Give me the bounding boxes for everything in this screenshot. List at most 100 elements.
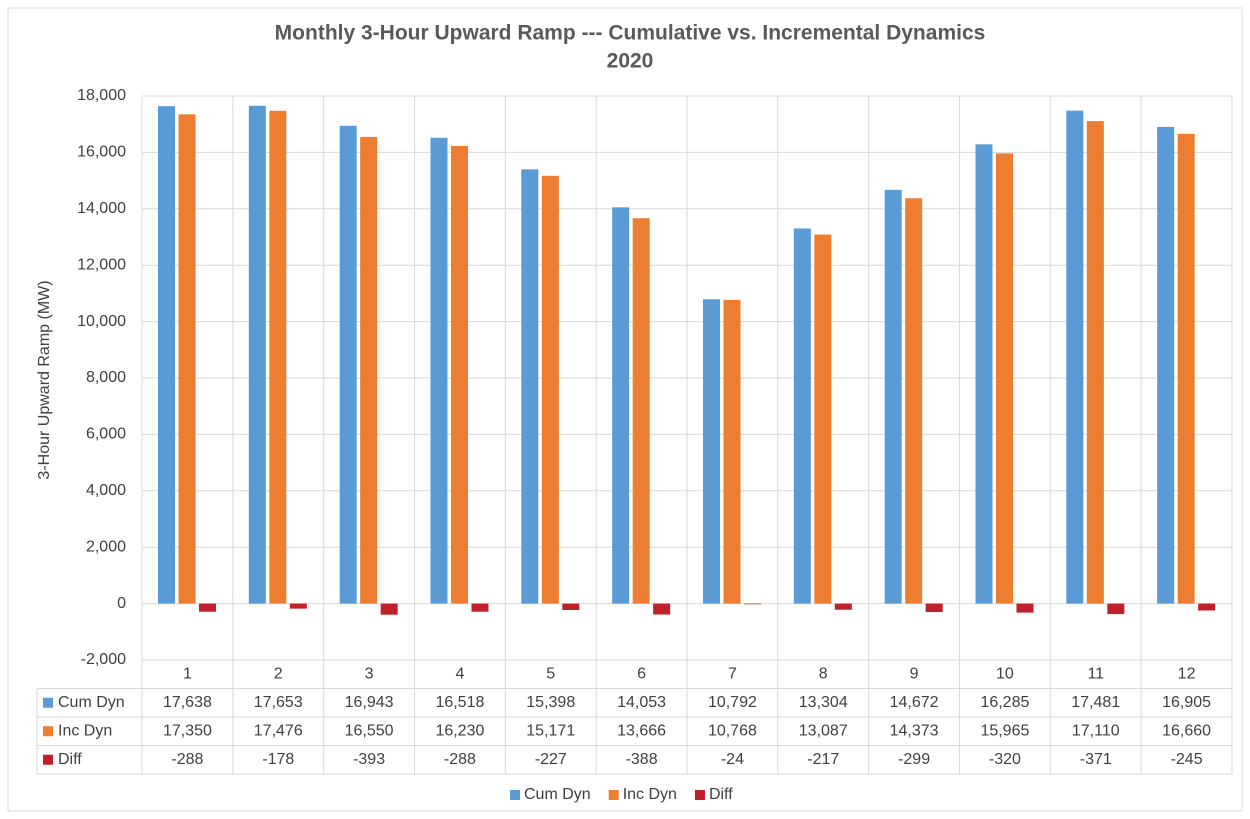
table-value: 15,965 bbox=[980, 722, 1029, 739]
bar bbox=[612, 207, 630, 604]
table-value: 13,666 bbox=[617, 722, 666, 739]
table-series-name: Cum Dyn bbox=[58, 694, 125, 711]
y-tick-label: 18,000 bbox=[77, 87, 126, 104]
bar bbox=[1016, 603, 1034, 613]
table-legend-key bbox=[43, 726, 53, 737]
bar bbox=[925, 603, 943, 613]
table-value: -227 bbox=[535, 751, 567, 768]
x-tick-label: 1 bbox=[183, 665, 192, 682]
table-value: -178 bbox=[262, 751, 294, 768]
bar bbox=[562, 603, 580, 611]
x-tick-label: 2 bbox=[274, 665, 283, 682]
table-value: 17,481 bbox=[1071, 694, 1120, 711]
table-value: 14,373 bbox=[890, 722, 939, 739]
chart-border bbox=[7, 7, 1243, 812]
table-value: 17,350 bbox=[163, 722, 212, 739]
bar bbox=[451, 145, 468, 604]
y-tick-label: 2,000 bbox=[86, 538, 126, 555]
table-value: 13,304 bbox=[799, 694, 848, 711]
y-tick-label: 8,000 bbox=[86, 369, 126, 386]
bar bbox=[430, 137, 448, 604]
legend-key bbox=[608, 790, 619, 800]
bar bbox=[744, 603, 761, 605]
table-value: 17,638 bbox=[163, 694, 212, 711]
y-tick-label: 12,000 bbox=[77, 256, 126, 273]
bar bbox=[269, 110, 287, 604]
bar bbox=[521, 169, 539, 604]
y-tick-label: 4,000 bbox=[86, 482, 126, 499]
table-value: 13,087 bbox=[799, 722, 848, 739]
table-value: 16,518 bbox=[435, 694, 484, 711]
bar bbox=[339, 125, 357, 604]
bar bbox=[471, 603, 489, 612]
table-value: -393 bbox=[353, 751, 385, 768]
legend-label: Inc Dyn bbox=[623, 786, 677, 803]
x-tick-label: 10 bbox=[996, 665, 1014, 682]
bar bbox=[834, 603, 852, 610]
table-value: 16,905 bbox=[1162, 694, 1211, 711]
x-tick-label: 4 bbox=[455, 665, 464, 682]
bar bbox=[289, 603, 307, 609]
y-tick-label: 10,000 bbox=[77, 313, 126, 330]
bar bbox=[248, 105, 266, 604]
table-value: -245 bbox=[1171, 751, 1203, 768]
chart-subtitle: 2020 bbox=[607, 50, 654, 73]
table-value: -24 bbox=[721, 751, 744, 768]
table-value: 16,550 bbox=[345, 722, 394, 739]
table-value: 17,110 bbox=[1072, 722, 1120, 739]
table-value: 10,792 bbox=[708, 694, 757, 711]
legend-label: Diff bbox=[709, 786, 733, 803]
bar bbox=[1157, 126, 1175, 604]
bar bbox=[1177, 133, 1195, 604]
table-value: -288 bbox=[444, 751, 476, 768]
x-tick-label: 12 bbox=[1178, 665, 1196, 682]
legend-key bbox=[510, 790, 520, 800]
table-value: -217 bbox=[807, 751, 839, 768]
table-value: -299 bbox=[898, 751, 930, 768]
x-tick-label: 3 bbox=[365, 665, 374, 682]
table-value: -371 bbox=[1080, 751, 1112, 768]
x-tick-label: 6 bbox=[637, 665, 646, 682]
bar bbox=[703, 299, 720, 604]
x-tick-label: 5 bbox=[546, 665, 555, 682]
chart-title: Monthly 3-Hour Upward Ramp --- Cumulativ… bbox=[275, 22, 986, 45]
bar bbox=[653, 603, 671, 615]
bar bbox=[541, 175, 559, 604]
table-series-name: Inc Dyn bbox=[58, 722, 112, 739]
bar bbox=[632, 218, 650, 604]
table-value: 15,398 bbox=[526, 694, 575, 711]
table-legend-key bbox=[43, 697, 53, 708]
x-tick-label: 11 bbox=[1087, 665, 1104, 682]
table-value: 10,768 bbox=[708, 722, 757, 739]
bar bbox=[199, 603, 216, 612]
x-tick-label: 7 bbox=[728, 665, 737, 682]
x-tick-label: 8 bbox=[819, 665, 828, 682]
y-tick-label: 16,000 bbox=[77, 144, 126, 161]
bar bbox=[996, 153, 1013, 604]
table-legend-key bbox=[43, 754, 53, 765]
x-tick-label: 9 bbox=[910, 665, 919, 682]
table-value: 15,171 bbox=[526, 722, 575, 739]
legend-label: Cum Dyn bbox=[524, 786, 591, 803]
table-value: -320 bbox=[989, 751, 1021, 768]
table-value: 16,943 bbox=[345, 694, 394, 711]
bar bbox=[1107, 603, 1125, 615]
y-tick-label: 6,000 bbox=[86, 426, 126, 443]
y-tick-label: 0 bbox=[117, 595, 126, 612]
bar bbox=[1086, 121, 1104, 604]
table-value: 16,660 bbox=[1162, 722, 1211, 739]
bar bbox=[884, 189, 902, 604]
y-tick-label: 14,000 bbox=[77, 200, 126, 217]
bar bbox=[380, 603, 398, 615]
bar bbox=[723, 299, 741, 604]
bar bbox=[1198, 603, 1216, 611]
bar bbox=[178, 114, 196, 604]
table-value: 14,672 bbox=[890, 694, 939, 711]
table-value: 16,285 bbox=[980, 694, 1029, 711]
bar bbox=[1066, 110, 1084, 604]
bar bbox=[905, 198, 923, 604]
y-tick-label: -2,000 bbox=[81, 651, 126, 668]
table-value: -288 bbox=[171, 751, 203, 768]
legend-key bbox=[694, 790, 705, 800]
